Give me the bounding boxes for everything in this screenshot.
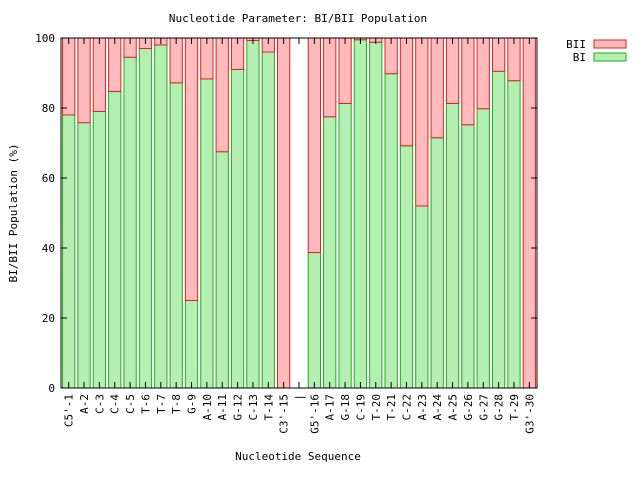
bar-bi-C-13 bbox=[246, 39, 260, 389]
bar-bii-T-8 bbox=[169, 37, 183, 84]
bar-bi-T-8 bbox=[169, 82, 183, 389]
x-tick-label: G-27 bbox=[477, 394, 490, 421]
x-tick-label: T-6 bbox=[139, 394, 152, 414]
y-tick-label: 40 bbox=[42, 242, 55, 255]
bar-bi-C-4 bbox=[108, 91, 122, 389]
x-tick-label: A-23 bbox=[416, 394, 429, 421]
bar-bi-G-12 bbox=[230, 69, 245, 389]
bar-bi-A-23 bbox=[415, 205, 429, 389]
chart-title: Nucleotide Parameter: BI/BII Population bbox=[169, 12, 427, 25]
y-tick-label: 100 bbox=[35, 32, 55, 45]
bar-bi-A-17 bbox=[323, 116, 337, 389]
legend-swatch-bii bbox=[593, 39, 627, 49]
bar-bii-A-2 bbox=[77, 37, 91, 124]
x-tick-label: G3'-30 bbox=[523, 394, 536, 434]
x-tick-label: A-10 bbox=[201, 394, 214, 421]
bar-bi-A-11 bbox=[215, 151, 229, 389]
x-tick-label: T-29 bbox=[508, 394, 521, 421]
x-axis-label: Nucleotide Sequence bbox=[235, 450, 361, 463]
x-tick-label: G5'-16 bbox=[308, 394, 321, 434]
bar-bii-G5'-16 bbox=[307, 37, 321, 254]
bar-bii-G-18 bbox=[338, 37, 352, 104]
x-tick-label: C5'-1 bbox=[63, 394, 76, 427]
bar-bii-C-4 bbox=[108, 37, 122, 93]
y-tick-label: 80 bbox=[42, 102, 55, 115]
x-tick-label: T-20 bbox=[370, 394, 383, 421]
bar-bi-C-22 bbox=[399, 145, 414, 389]
y-axis-ticks: 0 20 40 60 80 100 bbox=[35, 32, 537, 395]
bar-bii-A-23 bbox=[415, 37, 429, 207]
bar-bi-T-29 bbox=[507, 80, 521, 389]
legend-label-bi: BI bbox=[573, 51, 586, 64]
bar-bii-A-10 bbox=[200, 37, 214, 80]
x-tick-label: A-2 bbox=[78, 394, 91, 414]
y-axis-label: BI/BII Population (%) bbox=[7, 143, 20, 282]
x-tick-label: C-22 bbox=[400, 394, 413, 421]
bar-bii-G-26 bbox=[461, 37, 475, 126]
x-tick-label: | bbox=[293, 394, 306, 401]
bar-bi-A-25 bbox=[445, 102, 460, 389]
bar-bi-G5'-16 bbox=[307, 252, 321, 389]
y-tick-label: 60 bbox=[42, 172, 55, 185]
x-tick-label: T-21 bbox=[385, 394, 398, 421]
x-axis-ticks: C5'-1 A-2 C-3 C-4 C-5 T-6 T-7 T-8 G-9 A-10 A-11 G-1… bbox=[63, 38, 536, 434]
plot-border bbox=[60, 37, 538, 389]
x-tick-label: T-7 bbox=[155, 394, 168, 414]
legend-label-bii: BII bbox=[566, 38, 586, 51]
x-tick-label: T-14 bbox=[262, 394, 275, 421]
y-tick-label: 0 bbox=[48, 382, 55, 395]
x-tick-label: A-24 bbox=[431, 394, 444, 421]
bar-bi-G-9 bbox=[184, 300, 199, 389]
bar-bii-G-27 bbox=[476, 37, 490, 110]
x-tick-label: C-13 bbox=[247, 394, 260, 421]
bar-bi-G-27 bbox=[476, 108, 490, 389]
bar-bi-A-24 bbox=[430, 137, 444, 389]
x-tick-label: C3'-15 bbox=[278, 394, 291, 434]
x-tick-label: A-11 bbox=[216, 394, 229, 421]
bar-bi-A-10 bbox=[200, 78, 214, 389]
bar-bi-C-3 bbox=[92, 111, 107, 389]
x-tick-label: G-9 bbox=[186, 394, 199, 414]
bar-bi-G-18 bbox=[338, 102, 352, 389]
x-tick-label: G-26 bbox=[462, 394, 475, 421]
bar-bii-G-9 bbox=[184, 37, 199, 301]
x-tick-label: T-8 bbox=[170, 394, 183, 414]
bar-bi-T-14 bbox=[261, 51, 275, 389]
bar-bii-C5'-1 bbox=[62, 37, 76, 116]
y-tick-label: 20 bbox=[42, 312, 55, 325]
bar-bii-A-11 bbox=[215, 37, 229, 153]
x-tick-label: C-19 bbox=[354, 394, 367, 421]
bar-bii-A-24 bbox=[430, 37, 444, 139]
bar-bi-C-19 bbox=[353, 39, 368, 389]
bar-bi-A-2 bbox=[77, 122, 91, 389]
legend-swatch-bi bbox=[593, 52, 627, 62]
x-tick-label: G-28 bbox=[493, 394, 506, 421]
x-tick-label: A-17 bbox=[324, 394, 337, 421]
bar-bii-G3'-30 bbox=[522, 37, 536, 389]
bar-bi-C-5 bbox=[123, 56, 137, 389]
bar-bi-T-7 bbox=[154, 44, 168, 389]
bar-bi-T-6 bbox=[138, 48, 153, 389]
bar-bii-T-29 bbox=[507, 37, 521, 82]
x-tick-label: G-18 bbox=[339, 394, 352, 421]
bar-bii-C3'-15 bbox=[277, 37, 291, 389]
x-tick-label: C-5 bbox=[124, 394, 137, 414]
x-tick-label: C-4 bbox=[109, 394, 122, 414]
bar-bi-G-26 bbox=[461, 124, 475, 389]
bar-bii-A-25 bbox=[445, 37, 460, 104]
x-tick-label: G-12 bbox=[232, 394, 245, 421]
bar-bii-C-3 bbox=[92, 37, 107, 112]
x-tick-label: A-25 bbox=[447, 394, 460, 421]
bar-bi-T-21 bbox=[384, 73, 398, 389]
bar-bii-C-22 bbox=[399, 37, 414, 147]
x-tick-label: C-3 bbox=[93, 394, 106, 414]
bar-group bbox=[62, 37, 536, 389]
bar-bi-C5'-1 bbox=[62, 114, 76, 389]
bar-bi-T-20 bbox=[369, 41, 383, 389]
bar-bii-A-17 bbox=[323, 37, 337, 118]
bar-bi-G-28 bbox=[491, 70, 506, 389]
